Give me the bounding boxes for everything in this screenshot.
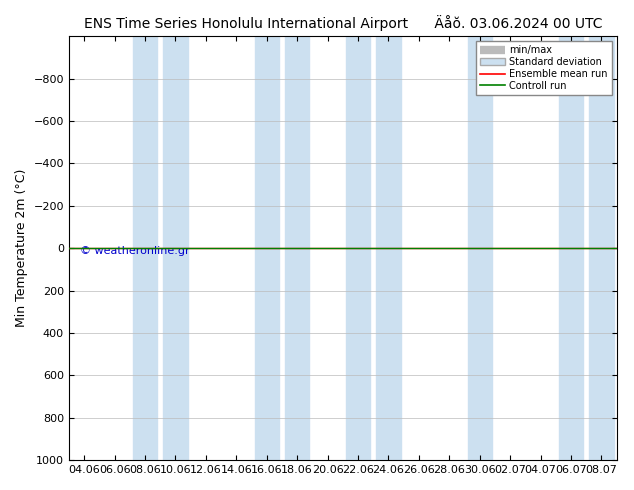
Bar <box>164 36 188 460</box>
Bar <box>255 36 279 460</box>
Bar <box>590 36 614 460</box>
Y-axis label: Min Temperature 2m (°C): Min Temperature 2m (°C) <box>15 169 28 327</box>
Legend: min/max, Standard deviation, Ensemble mean run, Controll run: min/max, Standard deviation, Ensemble me… <box>476 41 612 95</box>
Text: © weatheronline.gr: © weatheronline.gr <box>80 246 190 256</box>
Bar <box>377 36 401 460</box>
Bar <box>285 36 309 460</box>
Bar <box>559 36 583 460</box>
Bar <box>133 36 157 460</box>
Bar <box>468 36 492 460</box>
Title: ENS Time Series Honolulu International Airport      Äåŏ. 03.06.2024 00 UTC: ENS Time Series Honolulu International A… <box>84 15 602 31</box>
Bar <box>346 36 370 460</box>
